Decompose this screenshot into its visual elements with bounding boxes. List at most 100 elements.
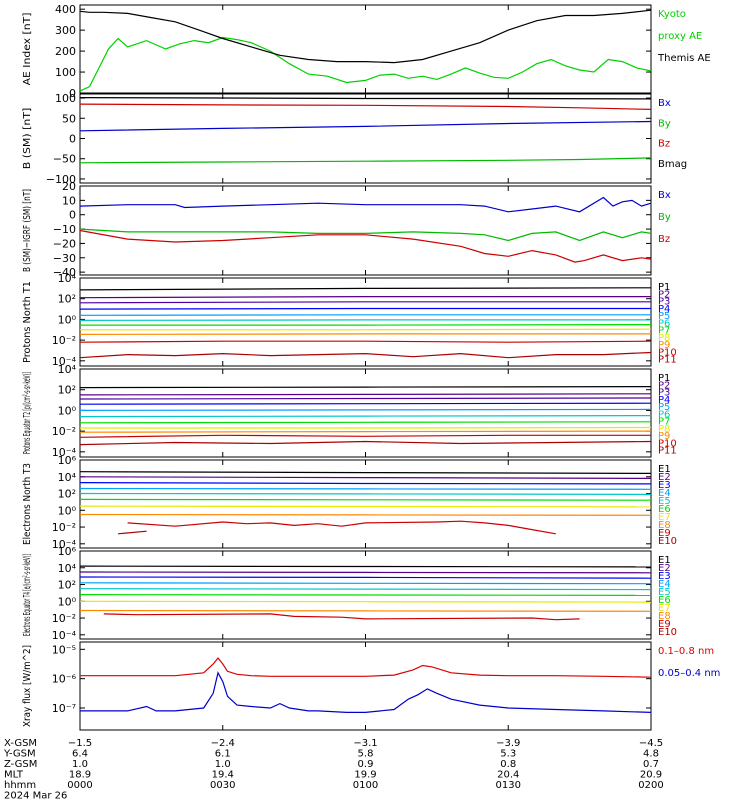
series-line-p11: [79, 351, 652, 359]
legend-label: E2: [658, 563, 671, 574]
series-line-e2: [79, 476, 652, 479]
series-line-e8: [79, 609, 652, 612]
y-axis-label: Protons Equator T2 [p/(cm²-s-sr-keV)]: [22, 372, 33, 454]
series-line-e3: [79, 576, 652, 579]
legend-label: E1: [658, 555, 671, 566]
ephemeris-value: 5.8: [358, 749, 374, 760]
y-tick-label: 10⁻⁴: [52, 355, 77, 368]
legend-label: E7: [658, 512, 671, 523]
panel-frame: [79, 368, 652, 458]
series-line-by: [79, 157, 652, 164]
legend-label: P8: [658, 424, 670, 435]
legend-label: P3: [658, 388, 670, 399]
y-tick-label: 10⁻⁴: [52, 446, 77, 459]
legend-label: E10: [658, 627, 677, 638]
series-line-e6: [79, 498, 652, 501]
y-axis-label: B (SM)−IGRF (SM) [nT]: [22, 189, 33, 272]
ephemeris-value: 0.9: [358, 759, 374, 770]
series-line-p5: [79, 408, 652, 411]
y-tick-label: 20: [62, 180, 76, 193]
y-tick-label: 10⁰: [58, 404, 77, 417]
y-tick-label: 400: [55, 3, 76, 16]
ephemeris-value: 19.9: [354, 770, 376, 781]
series-line-e5: [79, 492, 652, 495]
legend-label: Bx: [658, 98, 671, 109]
y-tick-label: 10⁰: [58, 313, 77, 326]
y-tick-label: −10: [53, 223, 76, 236]
legend-label: E5: [658, 587, 671, 598]
ephemeris-value: 4.8: [643, 749, 659, 760]
legend-label: P11: [658, 446, 677, 457]
legend-label: E3: [658, 480, 671, 491]
series-line-e8: [79, 513, 652, 516]
legend-label: P7: [658, 326, 670, 337]
series-line-p1: [79, 386, 652, 389]
y-axis-label: Protons North T1: [22, 281, 33, 363]
legend-label: 0.1–0.8 nm: [658, 646, 714, 657]
y-tick-label: 10: [62, 194, 76, 207]
series-line-e9: [127, 520, 556, 535]
series-line-e5: [79, 588, 652, 591]
panel-2: −100 −50 0 50 100 B (SM) [nT] Bx By Bz Bmag: [22, 92, 687, 186]
legend-label: proxy AE: [658, 31, 702, 42]
ephemeris-value: 0130: [496, 780, 521, 791]
legend-label: P4: [658, 304, 670, 315]
legend-label: P9: [658, 340, 670, 351]
series-line-e2: [79, 571, 652, 574]
series-line-by: [79, 228, 652, 242]
ephemeris-value: −3.9: [496, 738, 520, 749]
legend-label: Bz: [658, 234, 670, 245]
legend-label: Bmag: [658, 159, 687, 170]
ephemeris-value: 6.1: [215, 749, 231, 760]
y-tick-label: −30: [53, 252, 76, 265]
series-line-kyoto-proxy-ae: [79, 36, 652, 92]
y-axis-label: B (SM) [nT]: [22, 108, 33, 170]
legend-label: P7: [658, 417, 670, 428]
legend-label: P2: [658, 289, 670, 300]
series-line-p2: [79, 296, 651, 299]
ephemeris-value: 19.4: [212, 770, 234, 781]
y-tick-label: 10⁶: [58, 454, 77, 467]
y-tick-label: 10⁻⁴: [52, 538, 77, 551]
ephemeris-value: 0.8: [500, 759, 516, 770]
series-line-p4: [79, 307, 651, 310]
ephemeris-value: 1.0: [215, 759, 231, 770]
legend-label: E3: [658, 571, 671, 582]
legend-label: P9: [658, 431, 670, 442]
y-tick-label: 100: [55, 92, 76, 105]
legend-label: P8: [658, 333, 670, 344]
legend-label: By: [658, 212, 671, 223]
ephemeris-value: 20.4: [497, 770, 519, 781]
y-tick-label: 10⁴: [58, 562, 77, 575]
series-line-p7: [80, 324, 652, 326]
date-label: 2024 Mar 26: [4, 791, 67, 800]
ephemeris-value: −1.5: [68, 738, 92, 749]
legend-label: P3: [658, 297, 670, 308]
y-tick-label: 100: [55, 66, 76, 79]
ephemeris-row-label: hhmm: [4, 780, 36, 791]
legend-label: 0.05–0.4 nm: [658, 668, 720, 679]
panel-frame: [79, 641, 652, 731]
y-tick-label: 10⁻²: [52, 521, 76, 534]
legend-label: By: [658, 118, 671, 129]
series-line-e9: [103, 613, 580, 621]
legend-label: P4: [658, 395, 670, 406]
ephemeris-value: 18.9: [69, 770, 91, 781]
series-line-p3: [79, 301, 651, 304]
y-tick-label: 50: [62, 112, 76, 125]
series-line-p9: [79, 333, 651, 335]
series-line-e4: [79, 582, 652, 585]
legend-label: P10: [658, 347, 677, 358]
series-line-p4: [79, 402, 652, 405]
series-line-bmag: [79, 97, 652, 100]
series-line-e1: [79, 471, 652, 474]
legend-label: P5: [658, 311, 670, 322]
y-tick-label: 0: [69, 87, 76, 100]
series-line-p5: [79, 314, 651, 316]
y-tick-label: 200: [55, 45, 76, 58]
ephemeris-value: 0100: [353, 780, 378, 791]
legend-label: Bz: [658, 139, 670, 150]
